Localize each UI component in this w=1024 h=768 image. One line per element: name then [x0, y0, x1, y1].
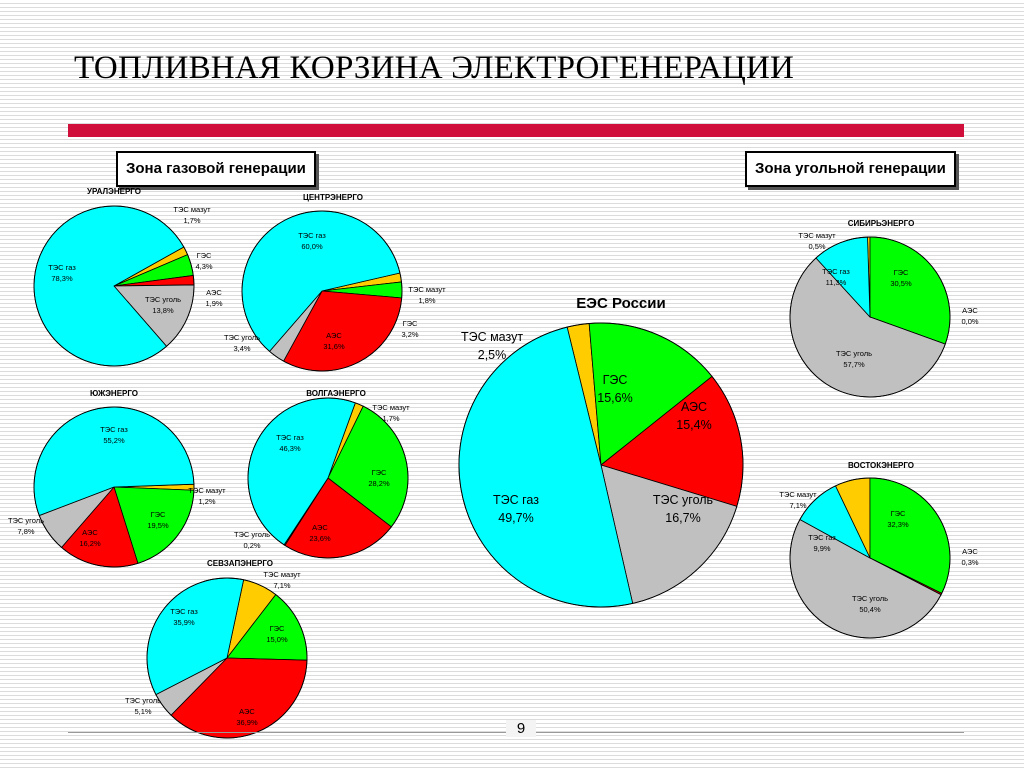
slice-label: ТЭС газ 35,9%: [170, 607, 198, 627]
pie-title: СЕВЗАПЭНЕРГО: [207, 559, 273, 568]
pie-title: ВОСТОКЭНЕРГО: [848, 461, 914, 470]
slice-label: ГЭС 15,0%: [266, 624, 288, 644]
slice-label: ГЭС 32,3%: [887, 509, 909, 529]
slice-label: ТЭС газ 55,2%: [100, 425, 128, 445]
slice-label: ТЭС мазут 2,5%: [461, 330, 523, 362]
slice-label: ТЭС мазут 1,2%: [188, 486, 226, 506]
slice-label: ГЭС 4,3%: [195, 251, 212, 271]
slice-label: ТЭС уголь 57,7%: [836, 349, 872, 369]
slice-label: ТЭС газ 78,3%: [48, 263, 76, 283]
slide-title: ТОПЛИВНАЯ КОРЗИНА ЭЛЕКТРОГЕНЕРАЦИИ: [74, 50, 795, 86]
slice-label: ТЭС газ 60,0%: [298, 231, 326, 251]
slice-label: ТЭС газ 49,7%: [493, 493, 539, 525]
pie-title: ВОЛГАЭНЕРГО: [306, 389, 366, 398]
pie-chart: УРАЛЭНЕРГО ТЭС мазут 1,7% ГЭС 4,3% АЭС 1,9% ТЭС…: [33, 187, 223, 367]
pie-title: ЕЭС России: [576, 295, 665, 312]
slice-label: АЭС 31,6%: [323, 331, 345, 351]
slice-label: ТЭС газ 9,9%: [808, 533, 836, 553]
pie-chart: ЕЭС России ТЭС мазут 2,5% ГЭС 15,6% АЭС 15,4% Т…: [458, 295, 744, 608]
slice-label: ТЭС уголь 0,2%: [234, 530, 270, 550]
slice-label: ТЭС уголь 7,8%: [8, 516, 44, 536]
slice-label: ТЭС уголь 5,1%: [125, 696, 161, 716]
slice-label: ГЭС 19,5%: [147, 510, 169, 530]
slice-label: ТЭС мазут 1,8%: [408, 285, 446, 305]
slice-label: ТЭС уголь 3,4%: [224, 333, 260, 353]
slice-label: ТЭС мазут 7,1%: [779, 490, 817, 510]
slice-label: ТЭС уголь 50,4%: [852, 594, 888, 614]
page-number: 9: [506, 720, 536, 737]
slice-label: ТЭС газ 11,3%: [822, 267, 850, 287]
slice-label: ТЭС мазут 1,7%: [372, 403, 410, 423]
pie-chart: ВОЛГАЭНЕРГО ТЭС мазут 1,7% ГЭС 28,2% АЭС 23,6%…: [234, 389, 410, 559]
slice-label: ТЭС уголь 13,8%: [145, 295, 181, 315]
slice-label: АЭС 36,9%: [236, 707, 258, 727]
pie-chart: ЮЖЭНЕРГО ТЭС мазут 1,2% ГЭС 19,5% АЭС 16,2% ТЭС…: [8, 389, 226, 568]
slice-label: АЭС 1,9%: [205, 288, 222, 308]
pie-outline: [789, 236, 951, 398]
slice-label: АЭС 0,0%: [961, 306, 978, 326]
pie-outline: [247, 397, 409, 559]
pie-title: ЮЖЭНЕРГО: [90, 389, 138, 398]
pie-outline: [33, 205, 195, 367]
pie-title: ЦЕНТРЭНЕРГО: [303, 193, 363, 202]
slice-label: ГЭС 3,2%: [401, 319, 418, 339]
slice-label: АЭС 16,2%: [79, 528, 101, 548]
pie-title: СИБИРЬЭНЕРГО: [848, 219, 915, 228]
slice-label: АЭС 23,6%: [309, 523, 331, 543]
slice-label: АЭС 0,3%: [961, 547, 978, 567]
title-rule: [68, 124, 964, 137]
slice-label: ТЭС мазут 7,1%: [263, 570, 301, 590]
slice-label: ГЭС 30,5%: [890, 268, 912, 288]
slice-label: АЭС 15,4%: [676, 400, 711, 432]
gas-zone-label: Зона газовой генерации: [116, 151, 316, 187]
slice-label: ТЭС уголь 16,7%: [653, 493, 713, 525]
slice-label: ГЭС 15,6%: [597, 373, 632, 405]
pie-outline: [33, 406, 195, 568]
pie-title: УРАЛЭНЕРГО: [87, 187, 141, 196]
pie-chart: ЦЕНТРЭНЕРГО ТЭС мазут 1,8% ГЭС 3,2% АЭС 31,6% Т…: [224, 193, 446, 372]
pie-outline: [146, 577, 308, 739]
pie-outline: [789, 477, 951, 639]
pie-outline: [458, 322, 744, 608]
slice-label: ГЭС 28,2%: [368, 468, 390, 488]
pie-outline: [241, 210, 403, 372]
coal-zone-label: Зона угольной генерации: [745, 151, 956, 187]
pie-chart: ВОСТОКЭНЕРГО ТЭС мазут 7,1% ГЭС 32,3% АЭС 0,3%…: [779, 461, 979, 639]
slice-label: ТЭС мазут 1,7%: [173, 205, 211, 225]
pie-chart: СЕВЗАПЭНЕРГО ТЭС мазут 7,1% ГЭС 15,0% АЭС 36,9…: [125, 559, 308, 739]
pie-chart: СИБИРЬЭНЕРГО ТЭС мазут 0,5% ГЭС 30,5% АЭС 0,0%…: [789, 219, 979, 398]
slice-label: ТЭС газ 46,3%: [276, 433, 304, 453]
slice-label: ТЭС мазут 0,5%: [798, 231, 836, 251]
